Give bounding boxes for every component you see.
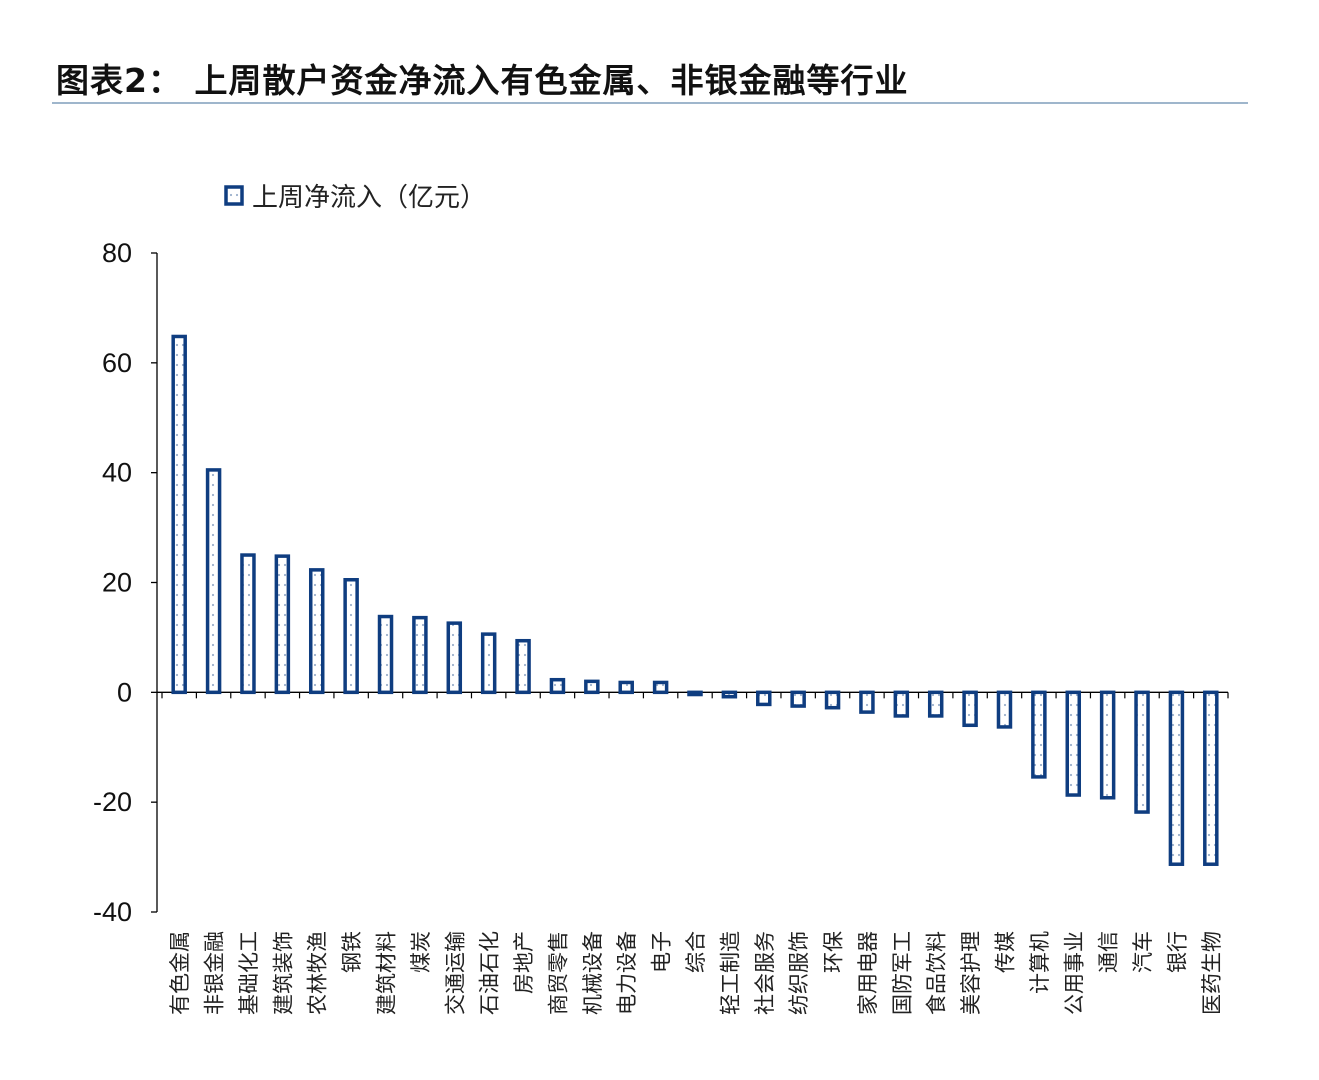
y-tick-label: 0 xyxy=(117,677,132,707)
x-category-label: 钢铁 xyxy=(340,931,364,973)
x-category-label: 食品饮料 xyxy=(925,931,949,1015)
bar xyxy=(859,690,875,714)
bar xyxy=(377,614,394,695)
x-category-label: 银行 xyxy=(1165,931,1189,973)
bar xyxy=(687,690,703,697)
x-category-label: 家用电器 xyxy=(856,931,880,1015)
bar xyxy=(446,621,463,695)
x-category-label: 房地产 xyxy=(512,931,536,994)
bar xyxy=(274,554,291,695)
x-category-label: 建筑材料 xyxy=(375,931,399,1015)
y-tick-label: 60 xyxy=(102,348,132,378)
x-category-label: 社会服务 xyxy=(753,931,777,1015)
bar xyxy=(1065,690,1082,797)
bar xyxy=(171,334,187,695)
bars xyxy=(171,334,1219,866)
chart-title: 图表2： 上周散户资金净流入有色金属、非银金融等行业 xyxy=(56,61,909,100)
x-category-label: 公用事业 xyxy=(1062,931,1086,1015)
bar xyxy=(240,553,256,695)
bar xyxy=(308,568,325,695)
bar xyxy=(343,578,359,695)
x-category-label: 国防军工 xyxy=(890,931,914,1015)
legend-swatch xyxy=(224,185,244,206)
legend: 上周净流入（亿元） xyxy=(224,183,486,213)
x-category-label: 石油石化 xyxy=(478,931,502,1015)
x-category-label: 非银金融 xyxy=(203,931,227,1015)
x-category-label: 电力设备 xyxy=(615,931,639,1015)
bar xyxy=(824,690,841,710)
x-category-label: 基础化工 xyxy=(237,931,261,1015)
bar xyxy=(996,690,1013,729)
x-category-label: 汽车 xyxy=(1131,931,1155,973)
bar xyxy=(962,690,978,728)
x-category-label: 交通运输 xyxy=(443,931,467,1015)
bar xyxy=(515,638,531,695)
x-category-label: 机械设备 xyxy=(581,931,605,1015)
bar xyxy=(1134,690,1150,814)
x-category-label: 有色金属 xyxy=(168,931,192,1015)
bar xyxy=(618,680,634,695)
title-divider xyxy=(52,102,1248,104)
x-category-label: 轻工制造 xyxy=(718,931,742,1015)
y-tick-label: 20 xyxy=(102,568,132,598)
y-tick-label: 40 xyxy=(102,458,132,488)
bar xyxy=(652,680,669,695)
bar xyxy=(1031,690,1047,779)
x-category-label: 农林牧渔 xyxy=(306,931,330,1015)
bar xyxy=(412,615,428,695)
x-category-label: 煤炭 xyxy=(409,931,433,973)
x-category-label: 传媒 xyxy=(993,931,1017,973)
x-category-label: 环保 xyxy=(822,931,846,973)
bar xyxy=(1168,690,1185,866)
bar xyxy=(549,677,566,695)
y-tick-label: -20 xyxy=(93,787,132,817)
bar xyxy=(756,690,772,707)
bar xyxy=(790,690,806,708)
bar xyxy=(480,632,497,695)
x-category-label: 建筑装饰 xyxy=(271,931,295,1015)
x-category-label: 综合 xyxy=(684,931,708,973)
x-category-label: 医药生物 xyxy=(1200,931,1224,1015)
bar xyxy=(205,468,222,695)
x-category-label: 计算机 xyxy=(1028,931,1052,994)
bar xyxy=(721,690,738,699)
x-category-labels: 有色金属 非银金融 基础化工 建筑装饰 农林牧渔 钢铁 建筑材料 煤炭 交通运输 石油石化 房地产商… xyxy=(168,931,1224,1015)
y-tick-label: 80 xyxy=(102,238,132,268)
y-tick-labels: 80 60 40 20 0 -20 -40 xyxy=(93,238,132,927)
x-category-label: 电子 xyxy=(650,931,674,973)
bar xyxy=(584,679,600,695)
x-category-label: 纺织服饰 xyxy=(787,931,811,1015)
bar xyxy=(893,690,910,718)
legend-label: 上周净流入（亿元） xyxy=(252,183,486,213)
x-category-label: 美容护理 xyxy=(959,931,983,1015)
x-category-label: 商贸零售 xyxy=(546,931,570,1015)
bar xyxy=(1099,690,1116,800)
bar xyxy=(927,690,944,718)
bar xyxy=(1203,690,1219,866)
y-tick-label: -40 xyxy=(93,897,132,927)
x-category-label: 通信 xyxy=(1097,931,1121,973)
